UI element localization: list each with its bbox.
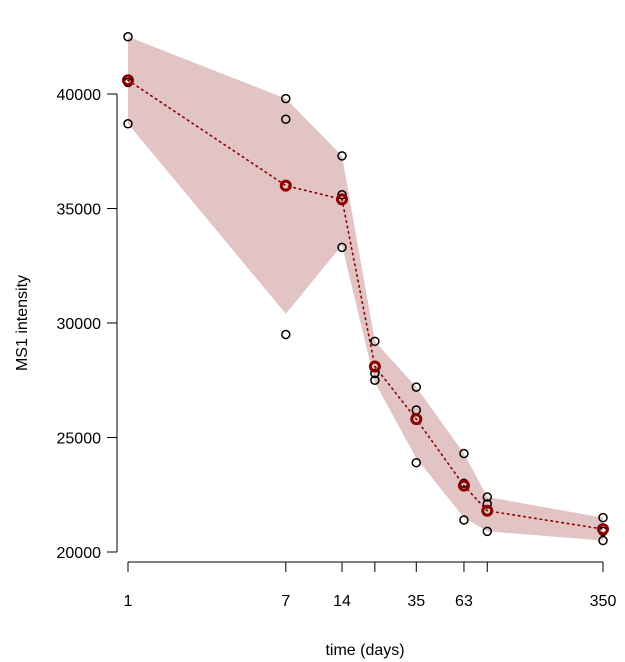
replicate-point bbox=[337, 190, 347, 200]
x-tick-label: 350 bbox=[590, 593, 617, 610]
replicate-point bbox=[482, 499, 493, 509]
y-tick-label: 20000 bbox=[57, 545, 102, 562]
mean-points bbox=[122, 74, 609, 536]
mean-point bbox=[335, 193, 348, 206]
x-tick-label: 35 bbox=[407, 593, 425, 610]
replicate-point bbox=[598, 512, 608, 523]
replicate-point bbox=[337, 151, 347, 161]
replicate-point bbox=[123, 119, 133, 129]
y-tick-label: 25000 bbox=[57, 431, 102, 448]
replicate-point bbox=[411, 382, 422, 392]
x-axis: 1 7 14 35 63 350 bbox=[124, 561, 617, 610]
x-tick-label: 1 bbox=[124, 593, 133, 610]
y-tick-label: 35000 bbox=[57, 202, 102, 219]
x-tick-label: 63 bbox=[455, 593, 473, 610]
x-axis-title: time (days) bbox=[325, 642, 404, 659]
replicate-point bbox=[482, 492, 493, 502]
mean-point bbox=[368, 360, 381, 373]
plot-area bbox=[122, 32, 609, 546]
mean-point bbox=[597, 523, 609, 536]
replicate-point bbox=[411, 457, 422, 468]
replicate-point bbox=[281, 114, 291, 124]
mean-point bbox=[457, 479, 470, 492]
mean-point bbox=[410, 413, 423, 426]
replicate-point bbox=[337, 242, 347, 253]
y-tick-label: 40000 bbox=[57, 87, 102, 104]
mean-point bbox=[481, 504, 494, 517]
y-axis: 20000 25000 30000 35000 40000 bbox=[57, 87, 118, 562]
replicate-point bbox=[370, 368, 380, 379]
mean-point bbox=[122, 74, 134, 87]
replicate-point bbox=[482, 526, 493, 537]
replicate-point bbox=[281, 329, 291, 340]
replicate-point bbox=[459, 448, 469, 459]
replicate-point bbox=[598, 535, 608, 546]
replicate-point bbox=[459, 515, 469, 525]
replicate-point bbox=[370, 375, 380, 385]
replicate-point bbox=[123, 32, 133, 42]
mean-point bbox=[279, 179, 292, 192]
y-axis-title: MS1 intensity bbox=[14, 275, 31, 371]
confidence-band bbox=[128, 36, 603, 541]
replicate-point bbox=[281, 93, 291, 104]
x-tick-label: 14 bbox=[333, 593, 351, 610]
x-tick-label: 7 bbox=[281, 593, 290, 610]
replicate-point bbox=[370, 336, 380, 347]
y-tick-label: 30000 bbox=[57, 316, 102, 333]
